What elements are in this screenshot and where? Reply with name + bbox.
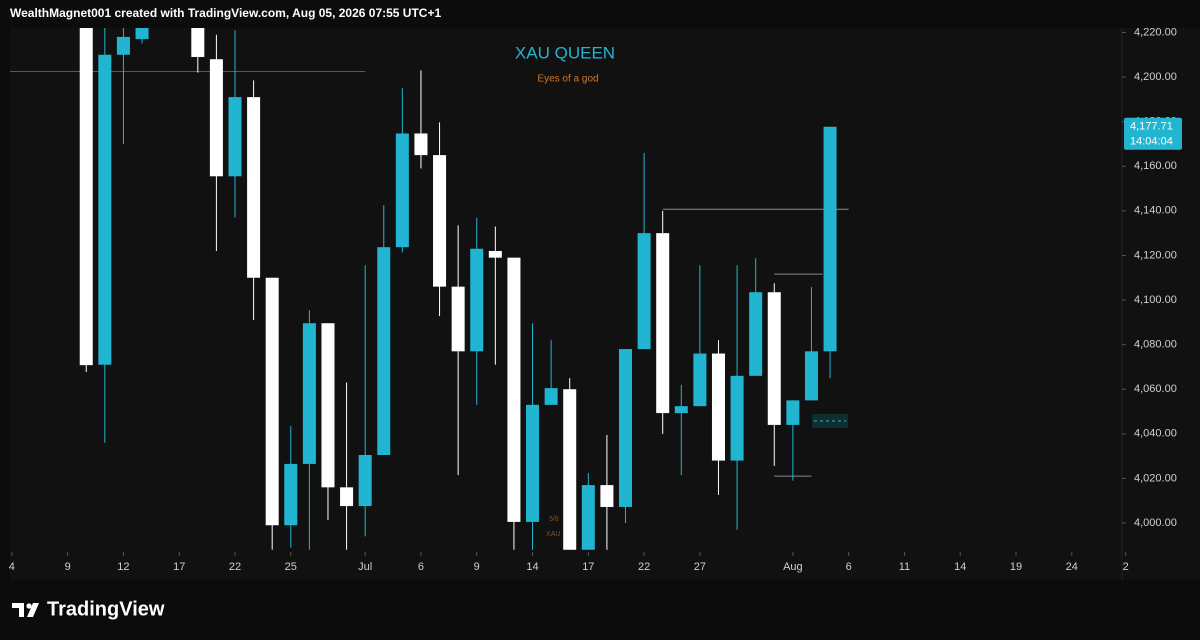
brand: TradingView — [47, 598, 165, 620]
y-tick-label: 4,200.00 — [1134, 71, 1177, 83]
chart-subtitle: Eyes of a god — [537, 74, 598, 85]
candle-body — [451, 286, 465, 352]
zone-box — [812, 414, 848, 428]
x-tick-label: 14 — [526, 561, 538, 573]
candle-body — [98, 54, 112, 365]
x-tick-label: 12 — [117, 561, 129, 573]
x-tick-label: 2 — [1123, 561, 1129, 573]
x-tick-label: Aug — [783, 561, 803, 573]
candle-body — [321, 323, 335, 488]
logo-dot — [26, 603, 32, 609]
candle-body — [79, 28, 93, 366]
y-tick-label: 4,040.00 — [1134, 428, 1177, 440]
annotation: XAU — [546, 531, 560, 538]
candle-body — [823, 126, 837, 352]
candle-body — [228, 97, 242, 177]
candle-body — [767, 292, 781, 425]
candle-body — [433, 155, 447, 287]
y-tick-label: 4,220.00 — [1134, 26, 1177, 38]
tradingview-logo: TradingView — [12, 598, 165, 620]
x-tick-label: 25 — [285, 561, 297, 573]
candle-body — [600, 485, 614, 507]
y-tick-label: 4,080.00 — [1134, 339, 1177, 351]
y-tick-label: 4,020.00 — [1134, 472, 1177, 484]
candle-body — [711, 353, 725, 461]
candle-body — [377, 247, 391, 456]
last-price-label: 4,177.71 — [1130, 121, 1173, 133]
y-tick-label: 4,120.00 — [1134, 249, 1177, 261]
candle-body — [804, 351, 818, 401]
candle-body — [749, 292, 763, 376]
candle-body — [116, 36, 130, 55]
x-tick-label: 19 — [1010, 561, 1022, 573]
candle-body — [544, 388, 558, 405]
candle-body — [265, 277, 279, 526]
x-tick-label: 6 — [418, 561, 424, 573]
candle-body — [340, 487, 354, 507]
candle-body — [135, 28, 149, 40]
candle-body — [693, 353, 707, 407]
x-tick-label: 6 — [846, 561, 852, 573]
candle-body — [209, 59, 223, 177]
x-tick-label: Jul — [358, 561, 372, 573]
x-tick-label: 22 — [229, 561, 241, 573]
y-tick-label: 4,000.00 — [1134, 517, 1177, 529]
logo-mark — [27, 603, 39, 617]
x-tick-label: 4 — [9, 561, 15, 573]
candle-body — [302, 323, 316, 464]
annotation: 5/8 — [549, 516, 559, 523]
candle-body — [526, 404, 540, 522]
header: WealthMagnet001 created with TradingView… — [10, 6, 441, 20]
last-price-box — [1124, 117, 1182, 150]
x-tick-label: 24 — [1066, 561, 1078, 573]
x-tick-label: 14 — [954, 561, 966, 573]
logo-mark — [12, 603, 24, 617]
x-tick-label: 17 — [582, 561, 594, 573]
candle-body — [581, 485, 595, 550]
x-tick-label: 9 — [65, 561, 71, 573]
chart-title: XAU QUEEN — [515, 43, 615, 62]
candle-body — [618, 349, 633, 507]
candle-body — [358, 455, 372, 507]
candle-body — [247, 97, 261, 278]
y-tick-label: 4,100.00 — [1134, 294, 1177, 306]
candle-body — [191, 28, 205, 57]
x-tick-label: 9 — [474, 561, 480, 573]
y-tick-label: 4,140.00 — [1134, 205, 1177, 217]
x-tick-label: 22 — [638, 561, 650, 573]
candle-body — [730, 375, 744, 461]
x-tick-label: 17 — [173, 561, 185, 573]
candle-body — [284, 463, 298, 526]
candle-body — [786, 400, 800, 425]
x-tick-label: 27 — [694, 561, 706, 573]
candle-body — [488, 250, 502, 258]
candle-body — [656, 233, 670, 414]
y-tick-label: 4,060.00 — [1134, 383, 1177, 395]
candle-body — [637, 233, 651, 350]
y-tick-label: 4,160.00 — [1134, 160, 1177, 172]
candle-body — [507, 257, 521, 522]
x-tick-label: 11 — [899, 561, 910, 573]
candle-body — [470, 248, 484, 352]
candle-body — [674, 406, 688, 414]
candle-body — [414, 133, 428, 156]
countdown-label: 14:04:04 — [1130, 136, 1173, 148]
candle-body — [395, 133, 409, 248]
plot — [10, 28, 849, 550]
candle-body — [563, 389, 577, 550]
